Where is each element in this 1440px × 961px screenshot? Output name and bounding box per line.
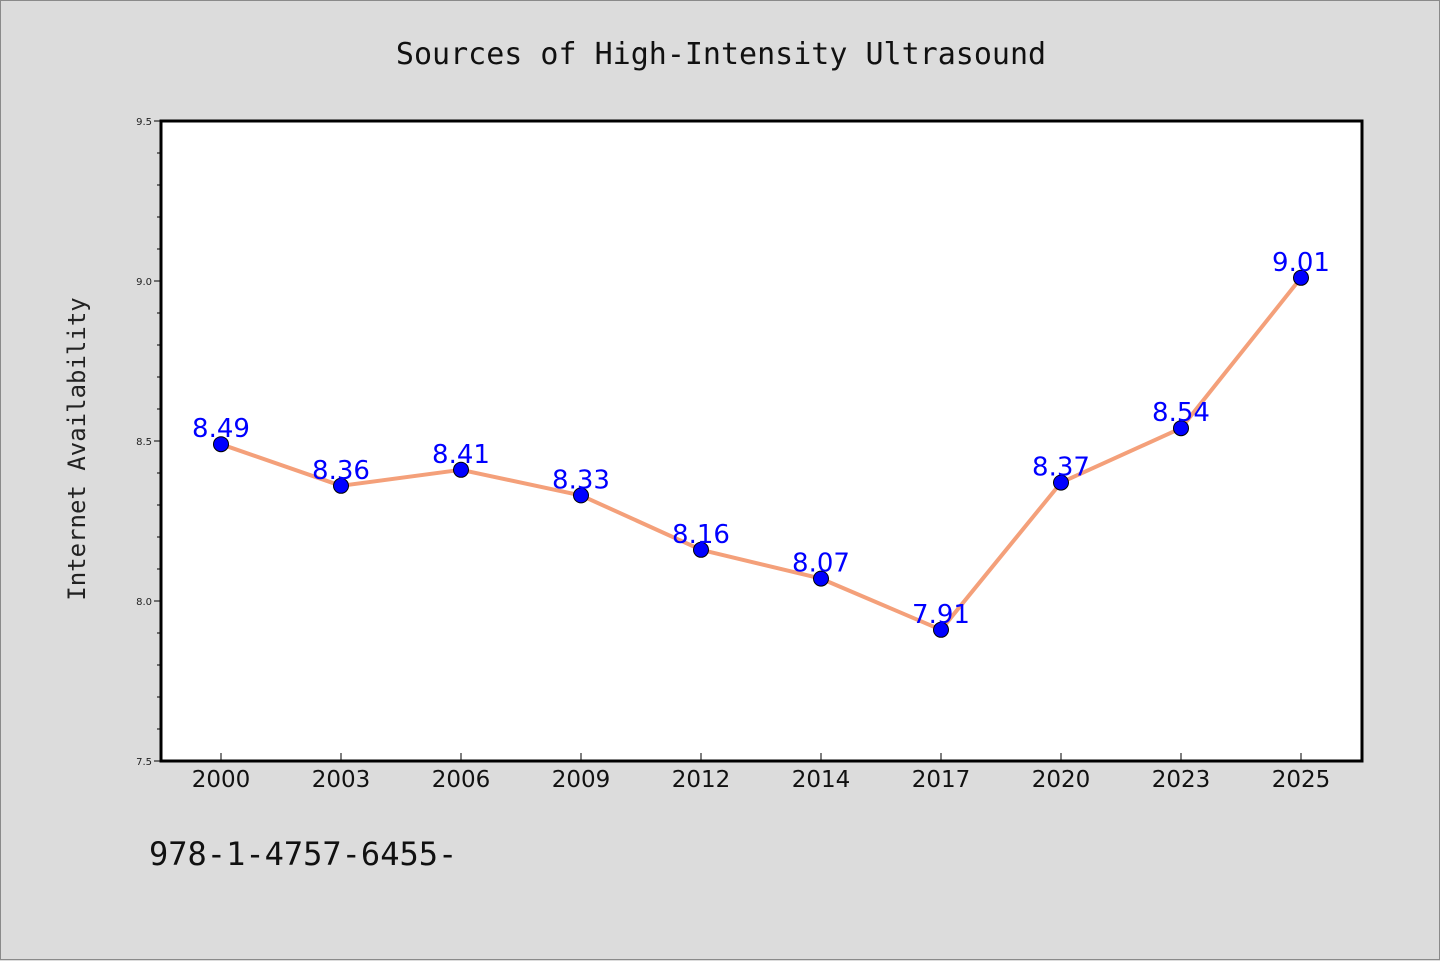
plot-area — [159, 119, 1364, 763]
x-tick-label: 2000 — [192, 767, 251, 793]
y-tick-label: 8.0 — [136, 597, 152, 608]
data-point — [813, 570, 829, 587]
y-axis-label: Internet Availability — [63, 297, 91, 600]
y-tick-label: 7.5 — [136, 757, 152, 768]
data-point — [1173, 420, 1189, 437]
x-tick-label: 2009 — [552, 767, 611, 793]
data-point — [933, 621, 949, 638]
data-label: 8.37 — [1032, 453, 1090, 483]
y-tick-label: 8.5 — [136, 437, 152, 448]
data-point — [573, 487, 589, 504]
x-tick-label: 2014 — [792, 767, 851, 793]
y-tick-label: 9.0 — [136, 277, 152, 288]
data-point — [1053, 474, 1069, 491]
x-tick-label: 2017 — [912, 767, 971, 793]
data-label: 8.16 — [672, 520, 730, 550]
x-tick-label: 2025 — [1272, 767, 1331, 793]
chart-title: Sources of High-Intensity Ultrasound — [396, 37, 1046, 72]
series-group: 8.49 8.36 8.41 8.33 8.16 8.07 7.91 8.37 8.54 9.01 — [192, 248, 1330, 638]
y-tick-label: 9.5 — [136, 117, 152, 128]
data-label: 8.41 — [432, 440, 490, 470]
x-tick-label: 2006 — [432, 767, 491, 793]
footer-isbn-text: 978-1-4757-6455- — [149, 835, 457, 873]
data-label: 8.54 — [1152, 398, 1210, 428]
x-tick-label: 2023 — [1152, 767, 1211, 793]
x-tick-label: 2012 — [672, 767, 731, 793]
data-label: 8.36 — [312, 456, 370, 486]
data-point — [693, 541, 709, 558]
data-label: 7.91 — [912, 600, 970, 630]
x-tick-label: 2020 — [1032, 767, 1091, 793]
data-point — [453, 461, 469, 478]
data-point — [1293, 269, 1309, 286]
data-point — [213, 436, 229, 453]
data-label: 9.01 — [1272, 248, 1330, 278]
x-axis-ticks: 2000 2003 2006 2009 2012 2014 2017 2020 2023 2025 — [192, 753, 1331, 793]
x-tick-label: 2003 — [312, 767, 371, 793]
data-label: 8.07 — [792, 549, 850, 579]
data-label: 8.33 — [552, 465, 610, 495]
data-label: 8.49 — [192, 414, 250, 444]
data-point — [333, 477, 349, 494]
y-axis-ticks: 7.5 8.0 8.5 9.0 9.5 — [136, 117, 161, 768]
series-line — [220, 276, 1303, 632]
